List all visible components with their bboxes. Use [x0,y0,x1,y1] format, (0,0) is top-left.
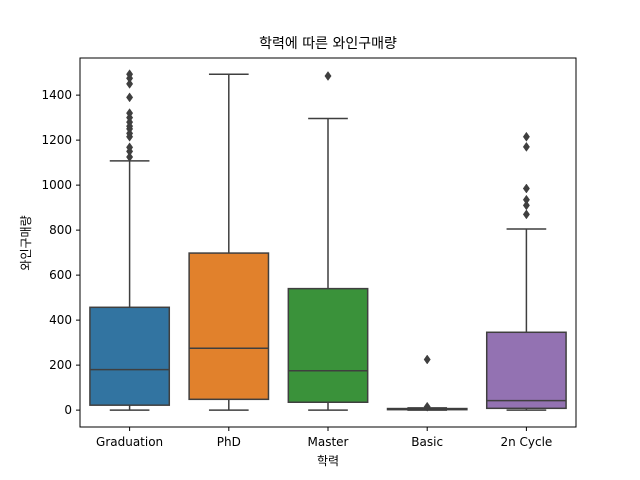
outlier-point [522,209,530,220]
outlier-point [126,92,134,103]
x-tick-label: 2n Cycle [500,435,552,449]
outlier-point [126,108,134,119]
outlier-point [522,141,530,152]
outlier-point [522,131,530,142]
outlier-point [522,194,530,205]
box-graduation [89,306,171,406]
box-master [287,287,369,403]
y-tick-label: 600 [49,268,72,282]
outlier-point [324,71,332,81]
outlier-point [126,69,134,80]
y-tick-label: 0 [64,403,72,417]
outlier-point [126,142,134,153]
y-tick-label: 1000 [41,178,72,192]
outlier-point [522,183,530,194]
box-2n-cycle [485,331,567,410]
y-axis-label: 와인구매량 [19,215,33,270]
outlier-point [423,401,431,412]
plot-frame [79,57,577,428]
outlier-point [522,200,530,211]
x-tick-label: Basic [411,435,443,449]
y-tick-label: 200 [49,358,72,372]
chart-title: 학력에 따른 와인구매량 [259,36,397,52]
outlier-point [126,152,134,162]
y-tick-label: 800 [49,223,72,237]
x-tick-label: Master [308,435,349,449]
y-tick-label: 400 [49,313,72,327]
y-tick-label: 1400 [41,88,72,102]
outlier-point [423,354,431,365]
outlier-point [126,78,134,89]
x-tick-label: PhD [217,435,241,449]
y-tick-label: 1200 [41,133,72,147]
box-phd [188,252,270,401]
x-tick-label: Graduation [96,435,163,449]
x-axis-label: 학력 [317,454,339,468]
